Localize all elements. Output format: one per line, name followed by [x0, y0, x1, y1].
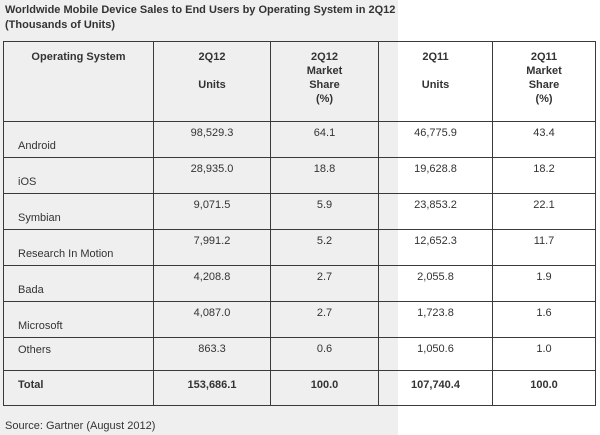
title-block: Worldwide Mobile Device Sales to End Use…	[5, 3, 435, 33]
share-2q11-total-cell: 100.0	[492, 370, 596, 406]
units-2q11-cell: 46,775.9	[378, 121, 493, 158]
share-2q12-cell: 5.2	[270, 229, 379, 266]
sales-table: Operating System 2Q12 Units 2Q12 Market …	[3, 41, 596, 406]
table-row-others: Others 863.3 0.6 1,050.6 1.0	[3, 337, 596, 371]
share-2q12-cell: 64.1	[270, 121, 379, 158]
os-label: Others	[18, 344, 52, 356]
units-2q12-cell: 9,071.5	[153, 193, 271, 230]
header-text: Operating System	[31, 51, 126, 63]
header-text: Share	[528, 79, 560, 91]
os-cell: iOS	[3, 157, 154, 194]
os-cell: Symbian	[3, 193, 154, 230]
header-text: Market	[306, 65, 343, 77]
share-2q11-cell: 43.4	[492, 121, 596, 158]
header-text: (%)	[535, 93, 553, 105]
source-note: Source: Gartner (August 2012)	[5, 420, 156, 432]
table-row-microsoft: Microsoft 4,087.0 2.7 1,723.8 1.6	[3, 301, 596, 338]
share-2q11-cell: 1.6	[492, 301, 596, 338]
os-cell: Bada	[3, 265, 154, 302]
os-cell: Total	[3, 370, 154, 406]
share-2q12-total-cell: 100.0	[270, 370, 379, 406]
share-2q11-cell: 1.9	[492, 265, 596, 302]
total-label: Total	[18, 379, 44, 391]
table-row-total: Total 153,686.1 100.0 107,740.4 100.0	[3, 370, 596, 406]
header-text: Share	[309, 79, 340, 91]
header-text	[154, 64, 270, 78]
header-text: 2Q12	[311, 51, 338, 63]
header-text: Units	[421, 79, 450, 91]
table-row-research-in-motion: Research In Motion 7,991.2 5.2 12,652.3 …	[3, 229, 596, 266]
share-2q11-cell: 18.2	[492, 157, 596, 194]
share-2q11-cell: 11.7	[492, 229, 596, 266]
table-row-bada: Bada 4,208.8 2.7 2,055.8 1.9	[3, 265, 596, 302]
units-2q12-cell: 98,529.3	[153, 121, 271, 158]
table-row-ios: iOS 28,935.0 18.8 19,628.8 18.2	[3, 157, 596, 194]
units-2q11-cell: 1,050.6	[378, 337, 493, 371]
units-2q11-cell: 1,723.8	[378, 301, 493, 338]
os-label: Symbian	[18, 212, 61, 224]
header-text: 2Q12	[198, 51, 226, 63]
header-text: Market	[526, 65, 562, 77]
header-2q11-units: 2Q11 Units	[378, 41, 493, 122]
header-text: Units	[198, 79, 226, 91]
units-2q11-cell: 23,853.2	[378, 193, 493, 230]
os-label: iOS	[18, 176, 37, 188]
units-2q11-cell: 12,652.3	[378, 229, 493, 266]
share-2q11-cell: 1.0	[492, 337, 596, 371]
header-text: (%)	[315, 93, 334, 105]
header-operating-system: Operating System	[3, 41, 154, 122]
units-2q11-total-cell: 107,740.4	[378, 370, 493, 406]
page-title: Worldwide Mobile Device Sales to End Use…	[5, 4, 396, 16]
share-2q12-cell: 18.8	[270, 157, 379, 194]
header-text	[379, 64, 492, 78]
header-text: 2Q11	[422, 51, 449, 63]
table-header-row: Operating System 2Q12 Units 2Q12 Market …	[3, 41, 596, 122]
os-cell: Microsoft	[3, 301, 154, 338]
header-2q11-market-share: 2Q11 Market Share (%)	[492, 41, 596, 122]
units-2q11-cell: 2,055.8	[378, 265, 493, 302]
os-label: Microsoft	[18, 320, 63, 332]
os-label: Research In Motion	[18, 248, 114, 260]
share-2q12-cell: 0.6	[270, 337, 379, 371]
os-label: Bada	[18, 284, 44, 296]
units-2q12-cell: 7,991.2	[153, 229, 271, 266]
page-subtitle: (Thousands of Units)	[5, 19, 115, 31]
header-text: 2Q11	[530, 51, 558, 63]
table-row-android: Android 98,529.3 64.1 46,775.9 43.4	[3, 121, 596, 158]
units-2q12-cell: 4,087.0	[153, 301, 271, 338]
os-cell: Android	[3, 121, 154, 158]
share-2q12-cell: 2.7	[270, 265, 379, 302]
units-2q12-total-cell: 153,686.1	[153, 370, 271, 406]
units-2q12-cell: 4,208.8	[153, 265, 271, 302]
table-row-symbian: Symbian 9,071.5 5.9 23,853.2 22.1	[3, 193, 596, 230]
units-2q12-cell: 28,935.0	[153, 157, 271, 194]
os-cell: Others	[3, 337, 154, 371]
os-cell: Research In Motion	[3, 229, 154, 266]
units-2q12-cell: 863.3	[153, 337, 271, 371]
header-2q12-units: 2Q12 Units	[153, 41, 271, 122]
share-2q11-cell: 22.1	[492, 193, 596, 230]
share-2q12-cell: 2.7	[270, 301, 379, 338]
os-label: Android	[18, 140, 56, 152]
header-2q12-market-share: 2Q12 Market Share (%)	[270, 41, 379, 122]
units-2q11-cell: 19,628.8	[378, 157, 493, 194]
share-2q12-cell: 5.9	[270, 193, 379, 230]
